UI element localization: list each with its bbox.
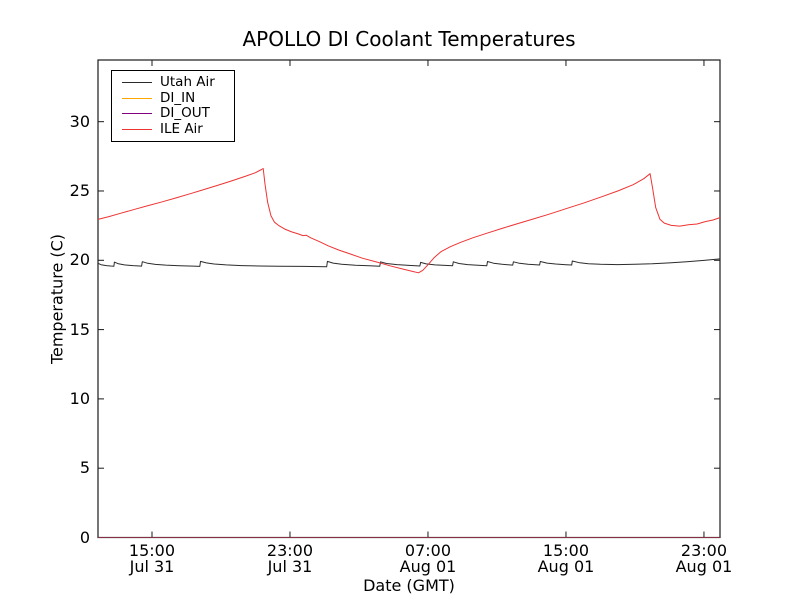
series-line-ile-air	[97, 168, 721, 274]
legend-swatch-di-in	[122, 97, 152, 99]
x-tick-label: 15:00 Jul 31	[129, 543, 175, 575]
legend-swatch-di-out	[122, 113, 152, 115]
chart-title: APOLLO DI Coolant Temperatures	[242, 27, 576, 51]
y-tick-label: 20	[69, 250, 90, 270]
x-tick-label: 23:00 Jul 31	[267, 543, 313, 575]
x-tick-date: Aug 01	[675, 557, 733, 576]
x-axis-label: Date (GMT)	[363, 576, 455, 595]
x-tick-time: 07:00	[404, 541, 452, 560]
legend-item-di-out: DI_OUT	[122, 106, 230, 122]
y-tick-label: 10	[69, 388, 90, 408]
x-tick-time: 23:00	[266, 541, 314, 560]
legend-item-di-in: DI_IN	[122, 89, 230, 107]
y-tick-label: 30	[69, 111, 90, 131]
x-tick-label: 07:00 Aug 01	[400, 543, 457, 575]
legend-label-di-in: DI_IN	[160, 89, 196, 106]
x-tick-date: Aug 01	[399, 557, 457, 576]
x-tick-date: Jul 31	[129, 557, 175, 576]
series-line-utah-air	[97, 258, 721, 268]
x-tick-time: 15:00	[542, 541, 589, 560]
y-tick-label: 5	[79, 458, 90, 478]
legend-label-di-out: DI_OUT	[160, 105, 210, 122]
y-tick-label: 25	[69, 180, 90, 200]
legend: Utah Air DI_IN DI_OUT ILE Air	[111, 70, 235, 142]
x-tick-time: 15:00	[128, 541, 176, 560]
legend-label-utah-air: Utah Air	[160, 74, 215, 91]
x-tick-label: 15:00 Aug 01	[538, 543, 595, 575]
legend-swatch-ile-air	[122, 128, 152, 130]
x-tick-label: 23:00 Aug 01	[676, 543, 733, 575]
legend-swatch-utah-air	[122, 82, 152, 84]
x-tick-time: 23:00	[680, 541, 727, 560]
y-tick-label: 15	[69, 319, 90, 339]
x-tick-date: Aug 01	[537, 557, 595, 576]
legend-label-ile-air: ILE Air	[160, 120, 203, 137]
x-tick-date: Jul 31	[267, 557, 313, 576]
legend-item-ile-air: ILE Air	[122, 120, 230, 138]
y-tick-label: 0	[79, 527, 90, 547]
legend-item-utah-air: Utah Air	[122, 75, 230, 91]
